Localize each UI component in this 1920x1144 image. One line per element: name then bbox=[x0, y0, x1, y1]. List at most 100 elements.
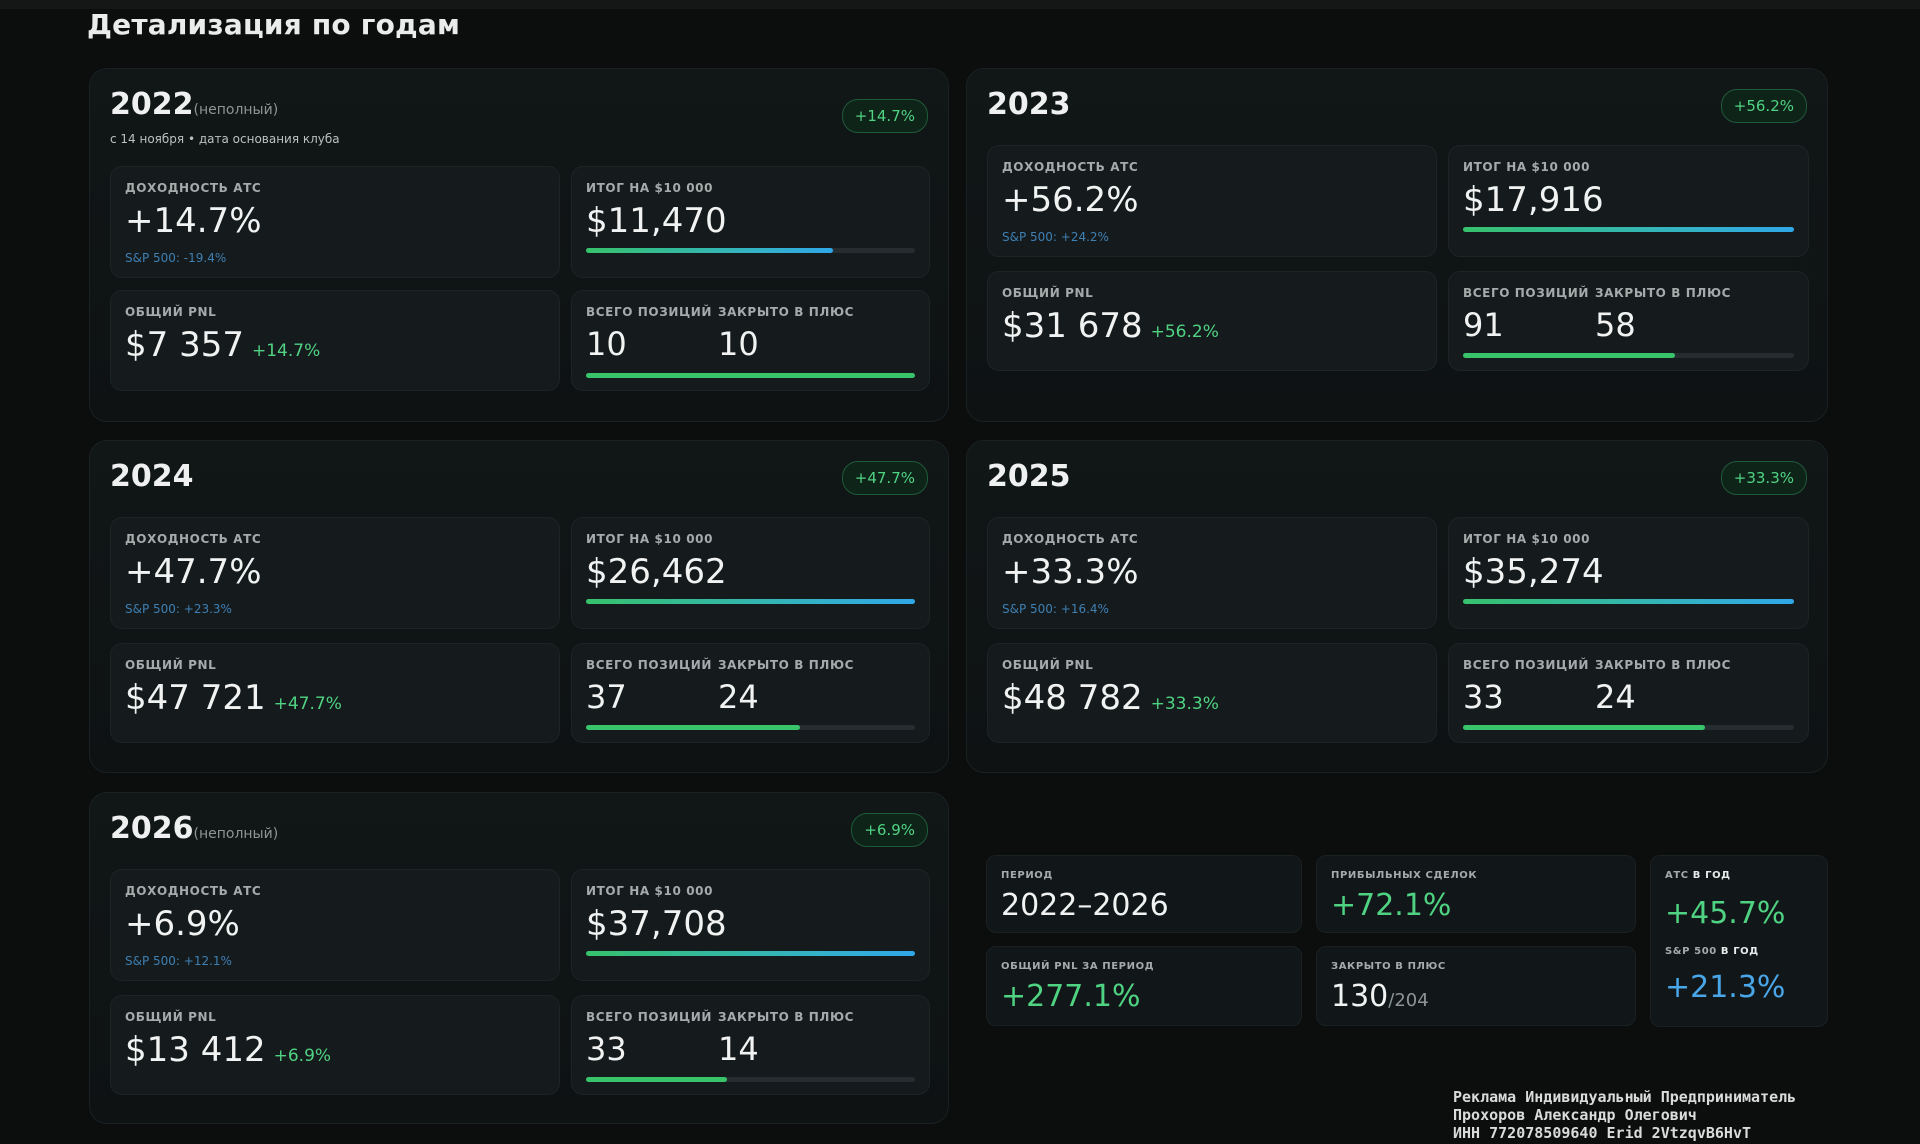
positions-label: ВСЕГО ПОЗИЦИЙ bbox=[586, 1010, 713, 1024]
year-card-2023: 2023 +56.2% ДОХОДНОСТЬ АТС +56.2% S&P 50… bbox=[966, 68, 1828, 422]
closed-plus-label: ЗАКРЫТО В ПЛЮС bbox=[718, 1010, 855, 1024]
closed-plus-label: ЗАКРЫТО В ПЛЮС bbox=[1595, 658, 1732, 672]
closed-progress-fill bbox=[586, 1077, 728, 1082]
pnl-tile: ОБЩИЙ PNL $7 357 +14.7% bbox=[110, 290, 560, 391]
yield-value: +47.7% bbox=[125, 552, 262, 592]
total-tile: ИТОГ НА $10 000 $26,462 bbox=[571, 517, 930, 629]
pnl-percent: +56.2% bbox=[1150, 322, 1219, 342]
closed-progress-bar bbox=[586, 725, 915, 730]
tile-label: ДОХОДНОСТЬ АТС bbox=[125, 884, 262, 898]
pnl-percent: +47.7% bbox=[273, 694, 342, 714]
year-title: 2026(неполный) bbox=[110, 811, 279, 846]
yield-tile: ДОХОДНОСТЬ АТС +56.2% S&P 500: +24.2% bbox=[987, 145, 1437, 257]
positions-value: 37 bbox=[586, 678, 627, 716]
pnl-value: $48 782 +33.3% bbox=[1002, 678, 1219, 718]
yield-value: +33.3% bbox=[1002, 552, 1139, 592]
total-progress-bar bbox=[586, 599, 915, 604]
tile-label: ДОХОДНОСТЬ АТС bbox=[1002, 532, 1139, 546]
total-progress-bar bbox=[586, 951, 915, 956]
year-return-badge: +56.2% bbox=[1720, 89, 1807, 123]
positions-value: 33 bbox=[1463, 678, 1504, 716]
ad-disclaimer: Реклама Индивидуальный Предприниматель П… bbox=[1453, 1088, 1797, 1142]
total-tile: ИТОГ НА $10 000 $11,470 bbox=[571, 166, 930, 278]
pnl-value: $7 357 +14.7% bbox=[125, 325, 321, 365]
total-value: $17,916 bbox=[1463, 180, 1604, 220]
total-progress-fill bbox=[586, 599, 915, 604]
total-progress-bar bbox=[1463, 599, 1794, 604]
summary-pnl-period-value: +277.1% bbox=[1001, 979, 1141, 1014]
positions-value: 33 bbox=[586, 1030, 627, 1068]
pnl-tile: ОБЩИЙ PNL $13 412 +6.9% bbox=[110, 995, 560, 1095]
summary-ats-year-value: +45.7% bbox=[1665, 896, 1786, 931]
total-progress-fill bbox=[586, 248, 833, 253]
positions-tile: ВСЕГО ПОЗИЦИЙ ЗАКРЫТО В ПЛЮС 33 24 bbox=[1448, 643, 1809, 743]
year-title: 2022(неполный) bbox=[110, 87, 279, 122]
positions-label: ВСЕГО ПОЗИЦИЙ bbox=[586, 305, 713, 319]
sp500-value: S&P 500: +24.2% bbox=[1002, 230, 1109, 244]
summary-closed-value: 130/204 bbox=[1331, 979, 1429, 1014]
closed-plus-label: ЗАКРЫТО В ПЛЮС bbox=[1595, 286, 1732, 300]
yield-tile: ДОХОДНОСТЬ АТС +14.7% S&P 500: -19.4% bbox=[110, 166, 560, 278]
year-card-2022: 2022(неполный) с 14 ноября • дата основа… bbox=[89, 68, 949, 422]
pnl-value: $31 678 +56.2% bbox=[1002, 306, 1219, 346]
summary-profitable-label: ПРИБЫЛЬНЫХ СДЕЛОК bbox=[1331, 870, 1478, 881]
year-note: (неполный) bbox=[193, 102, 279, 118]
year-return-badge: +14.7% bbox=[841, 99, 928, 133]
tile-label: ДОХОДНОСТЬ АТС bbox=[125, 181, 262, 195]
tile-label: ОБЩИЙ PNL bbox=[125, 305, 217, 319]
pnl-tile: ОБЩИЙ PNL $31 678 +56.2% bbox=[987, 271, 1437, 371]
sp500-value: S&P 500: +16.4% bbox=[1002, 602, 1109, 616]
summary-ats-year-tile: АТС В ГОД +45.7% S&P 500 В ГОД +21.3% bbox=[1650, 855, 1828, 1027]
closed-progress-bar bbox=[1463, 353, 1794, 358]
total-progress-fill bbox=[1463, 227, 1794, 232]
year-title: 2024 bbox=[110, 459, 194, 494]
summary-pnl-period-tile: ОБЩИЙ PNL ЗА ПЕРИОД +277.1% bbox=[986, 946, 1302, 1026]
summary-closed-tile: ЗАКРЫТО В ПЛЮС 130/204 bbox=[1316, 946, 1636, 1026]
closed-progress-fill bbox=[586, 373, 915, 378]
tile-label: ОБЩИЙ PNL bbox=[1002, 286, 1094, 300]
pnl-percent: +6.9% bbox=[273, 1046, 332, 1066]
pnl-value: $47 721 +47.7% bbox=[125, 678, 342, 718]
year-return-badge: +33.3% bbox=[1720, 461, 1807, 495]
total-value: $11,470 bbox=[586, 201, 727, 241]
pnl-tile: ОБЩИЙ PNL $48 782 +33.3% bbox=[987, 643, 1437, 743]
year-card-2026: 2026(неполный) +6.9% ДОХОДНОСТЬ АТС +6.9… bbox=[89, 792, 949, 1124]
year-card-2025: 2025 +33.3% ДОХОДНОСТЬ АТС +33.3% S&P 50… bbox=[966, 440, 1828, 773]
pnl-value: $13 412 +6.9% bbox=[125, 1030, 332, 1070]
closed-progress-bar bbox=[586, 373, 915, 378]
yield-tile: ДОХОДНОСТЬ АТС +6.9% S&P 500: +12.1% bbox=[110, 869, 560, 981]
summary-closed-label: ЗАКРЫТО В ПЛЮС bbox=[1331, 961, 1446, 972]
summary-sp-year-label: S&P 500 В ГОД bbox=[1665, 946, 1759, 957]
summary-pnl-period-label: ОБЩИЙ PNL ЗА ПЕРИОД bbox=[1001, 961, 1155, 972]
positions-value: 91 bbox=[1463, 306, 1504, 344]
closed-plus-value: 24 bbox=[718, 678, 759, 716]
yield-value: +56.2% bbox=[1002, 180, 1139, 220]
tile-label: ОБЩИЙ PNL bbox=[125, 1010, 217, 1024]
pnl-tile: ОБЩИЙ PNL $47 721 +47.7% bbox=[110, 643, 560, 743]
yield-value: +14.7% bbox=[125, 201, 262, 241]
closed-progress-bar bbox=[1463, 725, 1794, 730]
positions-label: ВСЕГО ПОЗИЦИЙ bbox=[586, 658, 713, 672]
summary-sp-year-value: +21.3% bbox=[1665, 970, 1786, 1005]
closed-plus-value: 58 bbox=[1595, 306, 1636, 344]
positions-value: 10 bbox=[586, 325, 627, 363]
closed-progress-bar bbox=[586, 1077, 915, 1082]
summary-period-value: 2022–2026 bbox=[1001, 888, 1169, 923]
total-progress-bar bbox=[586, 248, 915, 253]
positions-tile: ВСЕГО ПОЗИЦИЙ ЗАКРЫТО В ПЛЮС 37 24 bbox=[571, 643, 930, 743]
total-progress-fill bbox=[586, 951, 915, 956]
total-tile: ИТОГ НА $10 000 $17,916 bbox=[1448, 145, 1809, 257]
summary-period-tile: ПЕРИОД 2022–2026 bbox=[986, 855, 1302, 933]
closed-plus-label: ЗАКРЫТО В ПЛЮС bbox=[718, 658, 855, 672]
closed-plus-label: ЗАКРЫТО В ПЛЮС bbox=[718, 305, 855, 319]
tile-label: ИТОГ НА $10 000 bbox=[1463, 160, 1591, 174]
summary-profitable-tile: ПРИБЫЛЬНЫХ СДЕЛОК +72.1% bbox=[1316, 855, 1636, 933]
summary-period-label: ПЕРИОД bbox=[1001, 870, 1053, 881]
year-card-2024: 2024 +47.7% ДОХОДНОСТЬ АТС +47.7% S&P 50… bbox=[89, 440, 949, 773]
closed-progress-fill bbox=[586, 725, 800, 730]
tile-label: ИТОГ НА $10 000 bbox=[586, 532, 714, 546]
tile-label: ИТОГ НА $10 000 bbox=[586, 884, 714, 898]
year-note: (неполный) bbox=[193, 826, 279, 842]
section-title: Детализация по годам bbox=[87, 8, 461, 41]
summary-ats-year-label: АТС В ГОД bbox=[1665, 870, 1731, 881]
